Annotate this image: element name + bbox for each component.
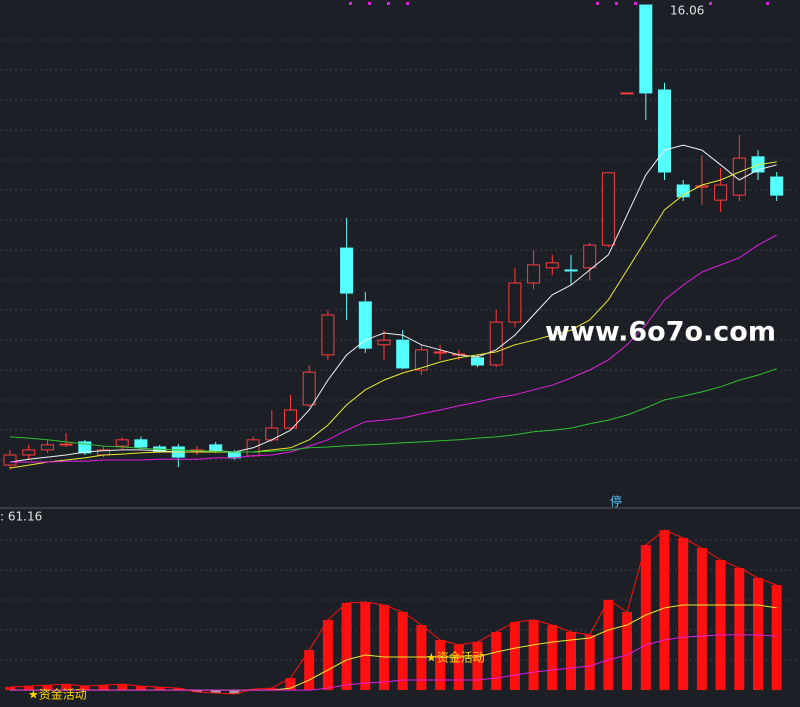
candle-body <box>714 184 728 201</box>
bar <box>5 687 15 691</box>
bar-outline <box>9 529 777 695</box>
bar <box>341 602 352 691</box>
halt-marker: 停 <box>610 494 622 509</box>
line-series <box>9 161 777 469</box>
bar <box>435 640 446 691</box>
candle-body <box>59 443 73 446</box>
candle-body <box>40 444 54 451</box>
bar <box>229 690 240 694</box>
candle-body <box>396 339 410 369</box>
candle-body <box>321 314 335 356</box>
bar <box>584 634 595 691</box>
candle-body <box>471 357 484 366</box>
bar <box>322 619 333 691</box>
line-series <box>10 234 777 463</box>
bar <box>528 619 539 691</box>
candle-body <box>377 339 391 346</box>
watermark: www.6o7o.com <box>545 317 776 348</box>
line-series <box>9 144 777 463</box>
bar <box>397 612 408 691</box>
bar <box>23 686 34 691</box>
candle-body <box>358 301 372 349</box>
bar <box>659 530 670 691</box>
candle-body <box>134 439 148 448</box>
candle-body <box>340 247 354 294</box>
candle-body <box>489 321 503 366</box>
plot <box>3 4 784 695</box>
high-label: 16.06 <box>670 4 704 18</box>
bar <box>416 625 427 691</box>
candle-body <box>414 349 428 371</box>
candle-body <box>601 172 615 246</box>
candle-body <box>770 176 784 196</box>
candle-body <box>676 184 690 198</box>
candle-body <box>284 409 297 429</box>
bar <box>753 577 763 691</box>
bar <box>491 631 502 691</box>
bar <box>622 612 633 691</box>
candle-body <box>433 351 447 354</box>
signal-label: ★资金活动 <box>28 687 87 702</box>
bar <box>192 690 202 693</box>
bar <box>640 545 651 691</box>
bar <box>603 600 614 691</box>
candle-body <box>508 282 522 323</box>
line-series <box>9 368 777 453</box>
candle-body <box>3 454 17 466</box>
bar <box>304 650 315 691</box>
candle-body <box>527 264 541 284</box>
bar <box>42 685 53 691</box>
bar <box>472 641 483 691</box>
bar <box>696 548 707 691</box>
bar <box>79 686 90 691</box>
candle-body <box>639 4 653 94</box>
candle-body <box>302 371 316 406</box>
bar <box>360 601 371 691</box>
bar <box>210 690 221 694</box>
bar <box>379 604 389 691</box>
candle-body <box>583 244 597 269</box>
candle-body <box>564 269 578 272</box>
signal-label: ★资金活动 <box>426 650 485 665</box>
bar <box>678 537 689 691</box>
bar <box>154 687 165 691</box>
bar <box>734 567 745 691</box>
bar <box>117 684 128 691</box>
indicator-label: : 61.16 <box>0 510 42 524</box>
candle-body <box>695 185 709 188</box>
bar <box>453 644 464 691</box>
bar <box>285 678 296 691</box>
bar <box>266 688 277 691</box>
bar <box>61 684 72 691</box>
bar <box>715 560 726 691</box>
candle-body <box>22 449 36 456</box>
candle-body <box>545 262 559 269</box>
bar <box>566 631 576 691</box>
candle-body <box>78 441 92 454</box>
line-series <box>10 634 777 691</box>
bar <box>173 688 184 691</box>
bar <box>135 686 146 691</box>
bar <box>547 625 558 691</box>
candle-body <box>620 92 634 95</box>
top-markers <box>349 2 769 5</box>
candle-body <box>658 89 671 173</box>
bar <box>98 685 109 691</box>
bar <box>771 585 782 691</box>
candle-body <box>115 439 129 447</box>
bar <box>509 622 520 691</box>
